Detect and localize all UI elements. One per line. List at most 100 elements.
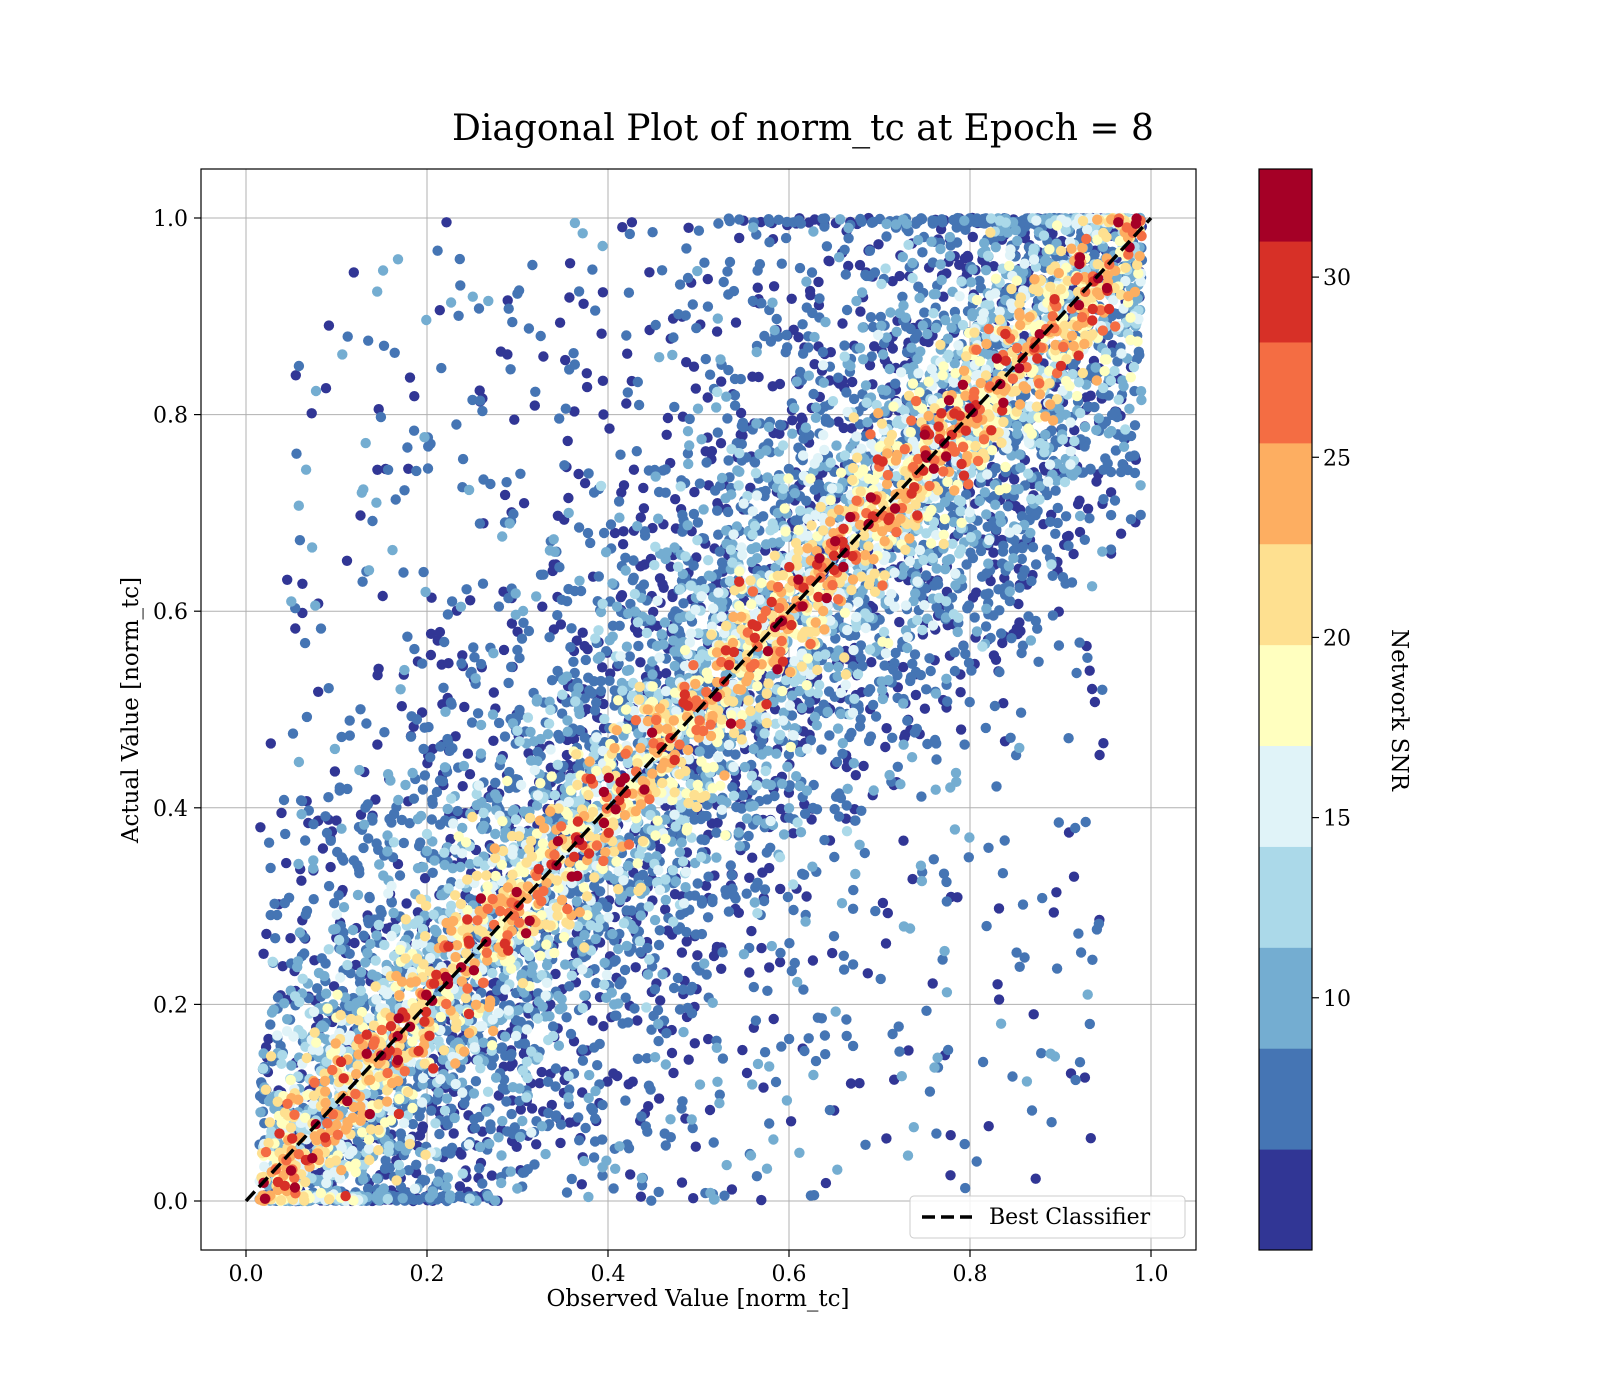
scatter-point (831, 756, 843, 768)
scatter-point (573, 286, 585, 297)
scatter-point (767, 381, 778, 392)
scatter-point (320, 988, 332, 999)
scatter-point (692, 878, 703, 889)
scatter-point (457, 650, 468, 661)
scatter-point (843, 222, 854, 234)
scatter-point (689, 814, 700, 825)
scatter-point (595, 675, 607, 687)
scatter-point (394, 870, 406, 881)
scatter-point (638, 482, 649, 494)
scatter-point (402, 631, 413, 642)
scatter-point (457, 781, 468, 792)
scatter-point (605, 519, 617, 530)
scatter-point (824, 1104, 836, 1116)
scatter-point (566, 623, 577, 634)
scatter-point (921, 1005, 932, 1016)
scatter-point (960, 648, 971, 660)
scatter-point (756, 298, 767, 309)
scatter-point (1070, 822, 1081, 834)
scatter-point (668, 1067, 679, 1079)
scatter-point (592, 1060, 603, 1071)
scatter-point (690, 383, 701, 394)
scatter-point (912, 234, 924, 246)
scatter-point (999, 835, 1010, 846)
scatter-point (1125, 514, 1137, 525)
scatter-point (1073, 928, 1084, 939)
scatter-point (342, 331, 353, 342)
scatter-point (890, 647, 901, 659)
scatter-point (773, 214, 784, 225)
scatter-point (597, 662, 608, 673)
scatter-point (653, 939, 665, 951)
scatter-point (724, 215, 735, 227)
scatter-point (1124, 451, 1136, 462)
scatter-point (1017, 899, 1029, 910)
scatter-point (729, 400, 741, 411)
scatter-point (749, 457, 761, 468)
scatter-point (621, 398, 632, 409)
scatter-point (427, 794, 438, 805)
scatter-point (907, 873, 918, 885)
scatter-point (569, 406, 580, 417)
scatter-point (856, 805, 867, 816)
scatter-point (704, 369, 716, 380)
scatter-point (776, 1041, 787, 1052)
scatter-point (643, 1080, 655, 1091)
scatter-point (546, 675, 558, 686)
scatter-point (1069, 425, 1080, 436)
scatter-point (723, 455, 734, 466)
scatter-point (863, 686, 874, 697)
scatter-point (321, 827, 333, 839)
scatter-point (653, 1035, 664, 1047)
scatter-point (960, 1182, 971, 1194)
scatter-point (832, 723, 844, 734)
scatter-point (775, 947, 786, 959)
scatter-point (320, 958, 331, 969)
scatter-point (759, 884, 771, 895)
scatter-point (563, 583, 574, 595)
scatter-point (690, 1141, 701, 1152)
scatter-point (362, 947, 373, 959)
scatter-point (696, 575, 707, 587)
scatter-point (989, 700, 1001, 712)
scatter-point (294, 535, 306, 546)
scatter-point (691, 552, 702, 563)
scatter-point (589, 705, 601, 716)
scatter-point (875, 311, 886, 323)
scatter-point (396, 814, 408, 826)
scatter-point (446, 699, 457, 710)
scatter-point (670, 494, 681, 505)
scatter-point (554, 317, 566, 328)
scatter-point (591, 977, 602, 989)
scatter-point (357, 576, 368, 587)
scatter-point (338, 855, 349, 866)
scatter-point (474, 518, 486, 529)
scatter-point (925, 665, 936, 677)
scatter-point (564, 1084, 575, 1095)
scatter-point (457, 453, 469, 465)
scatter-point (269, 898, 280, 909)
scatter-point (785, 1116, 797, 1127)
scatter-point (748, 981, 759, 993)
scatter-point (877, 897, 889, 909)
scatter-point (1041, 544, 1053, 555)
scatter-point (797, 348, 809, 359)
scatter-point (870, 711, 882, 722)
scatter-point (764, 962, 775, 973)
scatter-point (741, 813, 753, 824)
scatter-point (554, 733, 566, 744)
scatter-point (647, 227, 658, 238)
scatter-point (921, 570, 932, 581)
scatter-point (928, 854, 939, 865)
scatter-point (713, 529, 724, 540)
scatter-point (801, 891, 812, 902)
scatter-point (955, 724, 967, 735)
scatter-point (505, 364, 516, 375)
scatter-point (775, 883, 786, 895)
scatter-point (660, 487, 671, 498)
scatter-point (677, 984, 689, 995)
scatter-point (701, 457, 712, 468)
scatter-point (341, 555, 353, 566)
scatter-point (550, 1081, 561, 1092)
scatter-point (493, 601, 505, 612)
